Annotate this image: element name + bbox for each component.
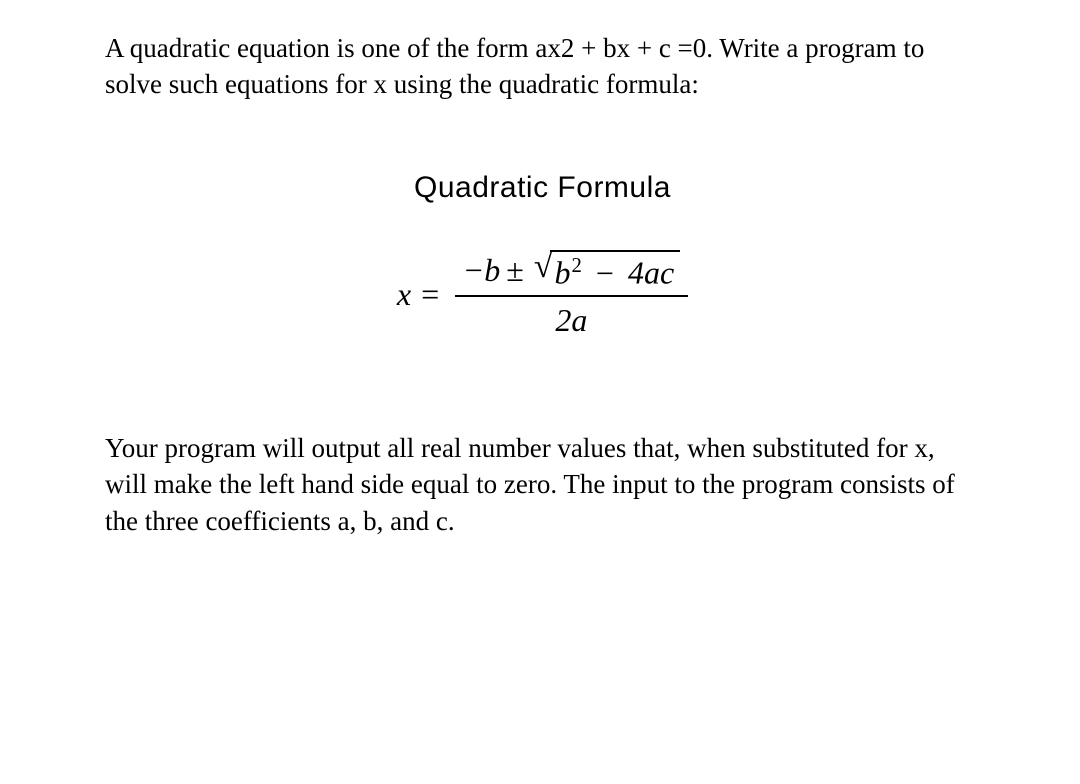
radicand-minus: −: [596, 255, 614, 291]
formula-lhs: x =: [397, 276, 441, 313]
radicand: b2 − 4ac: [550, 250, 680, 291]
formula-denominator: 2a: [555, 297, 587, 339]
formula-numerator: −b ± √ b2 − 4ac: [455, 250, 688, 297]
radicand-b: b: [554, 255, 570, 291]
intro-paragraph: A quadratic equation is one of the form …: [105, 30, 980, 103]
plus-minus: ±: [506, 251, 524, 289]
minus-b: −b: [463, 251, 501, 289]
quadratic-formula: x = −b ± √ b2 − 4ac 2a: [397, 250, 688, 340]
formula-section: Quadratic Formula x = −b ± √ b2 − 4ac 2a: [105, 171, 980, 340]
radicand-exp: 2: [571, 254, 581, 277]
conclusion-paragraph: Your program will output all real number…: [105, 430, 980, 539]
radicand-4ac: 4ac: [628, 255, 674, 291]
formula-title: Quadratic Formula: [105, 171, 980, 205]
formula-fraction: −b ± √ b2 − 4ac 2a: [455, 250, 688, 340]
sqrt-expression: √ b2 − 4ac: [534, 250, 680, 291]
